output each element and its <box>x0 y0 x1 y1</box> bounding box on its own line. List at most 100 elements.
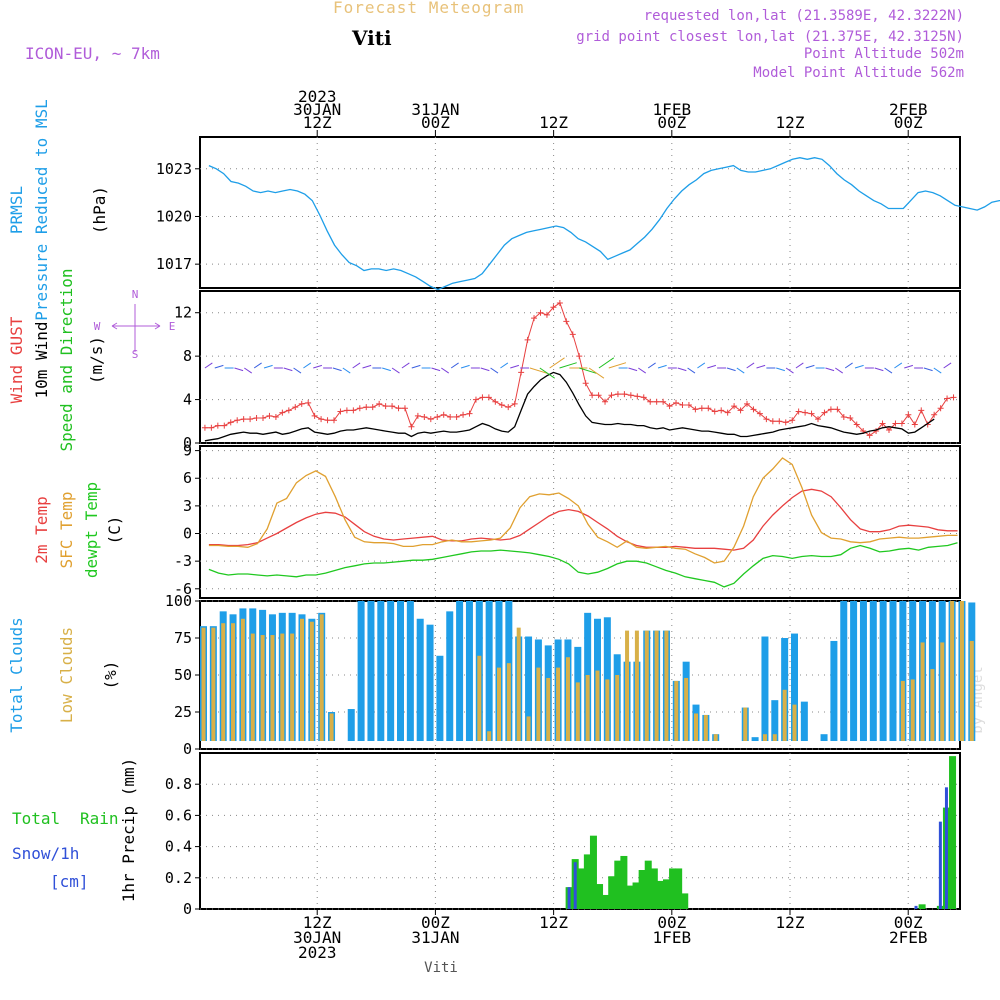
low-cloud-bar <box>792 704 797 741</box>
wind-direction-arrow <box>362 364 372 369</box>
rain-bar <box>644 860 652 909</box>
low-cloud-bar <box>556 667 561 741</box>
y-tick-label: 9 <box>183 442 192 460</box>
low-cloud-bar <box>940 642 945 741</box>
total-cloud-bar <box>347 709 355 741</box>
wind-direction-arrow <box>805 364 815 369</box>
gust-marker <box>363 404 370 411</box>
point-altitude: Point Altitude 502m <box>803 46 964 62</box>
low-cloud-bar <box>950 601 955 741</box>
low-cloud-bar <box>487 731 492 741</box>
rain-bar <box>662 879 670 909</box>
compass-south: S <box>132 348 139 361</box>
precip-cm-label: [cm] <box>50 872 89 891</box>
wind-direction-arrow <box>608 362 627 369</box>
gust-marker <box>537 309 544 316</box>
dewpt-line <box>208 542 958 588</box>
gust-marker <box>776 418 783 425</box>
y-tick-label: 1023 <box>156 160 192 178</box>
low-cloud-bar <box>497 667 501 741</box>
top-time-label: 00Z <box>421 113 450 132</box>
wind-direction-arrow <box>736 367 745 374</box>
wind-direction-arrow <box>431 367 441 372</box>
low-cloud-bar <box>575 682 580 741</box>
gust-marker <box>879 420 886 427</box>
low-cloud-bar <box>713 734 718 741</box>
y-tick-label: 1017 <box>156 255 192 273</box>
gust-marker <box>931 411 938 418</box>
low-cloud-bar <box>201 627 206 741</box>
gust-marker <box>705 405 712 412</box>
wind-direction-arrow <box>825 367 835 372</box>
gust-marker <box>685 402 692 408</box>
top-time-label: 1FEB <box>653 100 692 119</box>
gust-marker <box>614 391 621 398</box>
low-cloud-bar <box>694 713 698 741</box>
rain-bar <box>681 893 689 909</box>
wind-direction-arrow <box>401 362 410 369</box>
gust-marker <box>873 428 880 435</box>
bottom-time-label: 2FEB <box>889 928 928 947</box>
low-cloud-bar <box>743 707 748 741</box>
low-cloud-bar <box>654 630 659 741</box>
wind-side-label: (m/s) <box>87 336 106 384</box>
gust-marker <box>472 396 479 403</box>
y-tick-label: 0 <box>183 900 192 918</box>
low-cloud-bar <box>664 630 669 741</box>
total-cloud-bar <box>357 601 365 741</box>
wind-direction-arrow <box>943 362 952 369</box>
wind-direction-arrow <box>746 362 755 369</box>
rain-bar <box>656 880 664 909</box>
clouds-side-label: Total Clouds <box>7 617 26 733</box>
wind-direction-arrow <box>677 367 687 372</box>
total-cloud-bar <box>791 633 798 741</box>
rain-bar <box>632 882 640 909</box>
wind-direction-arrow <box>253 362 262 369</box>
rain-bar <box>596 884 604 909</box>
gust-marker <box>679 402 686 408</box>
low-cloud-bar <box>211 627 216 741</box>
wind-direction-arrow <box>204 362 213 369</box>
wind-direction-arrow <box>332 367 342 372</box>
gust-marker <box>731 403 738 410</box>
panel-frame-temp <box>199 445 961 599</box>
low-cloud-bar <box>329 713 334 741</box>
low-cloud-bar <box>644 630 649 741</box>
meteogram-title: Forecast Meteogram <box>333 0 525 17</box>
rain-bar <box>614 860 622 909</box>
total-cloud-bar <box>525 636 533 741</box>
gust-marker <box>563 318 570 325</box>
wind-direction-arrow <box>628 367 638 372</box>
total-cloud-bar <box>603 617 611 741</box>
bottom-time-label: 00Z <box>657 913 686 932</box>
y-tick-label: 50 <box>174 666 192 684</box>
gust-marker <box>847 415 854 422</box>
gust-marker <box>460 411 467 418</box>
pressure-line <box>208 157 1000 291</box>
wind-direction-arrow <box>490 367 499 374</box>
total-cloud-bar <box>446 611 454 741</box>
compass-east: E <box>169 320 176 333</box>
gust-marker <box>898 420 905 427</box>
gust-marker <box>408 423 415 430</box>
gust-marker <box>524 336 531 343</box>
wind-direction-arrow <box>450 362 459 369</box>
gust-marker <box>350 407 357 414</box>
low-cloud-bar <box>260 635 265 741</box>
gust-marker <box>356 405 363 412</box>
y-tick-label: 1020 <box>156 207 192 225</box>
total-cloud-bar <box>436 655 444 741</box>
wind-direction-arrow <box>884 367 893 374</box>
y-tick-label: 6 <box>183 469 192 487</box>
gust-marker <box>673 399 680 406</box>
top-time-label: 00Z <box>894 113 923 132</box>
low-cloud-bar <box>250 633 255 741</box>
gust-marker <box>582 380 589 387</box>
low-cloud-bar <box>674 680 679 741</box>
wind-direction-arrow <box>785 367 794 374</box>
wind-line <box>204 371 935 442</box>
bottom-time-label: 00Z <box>894 913 923 932</box>
total-cloud-bar <box>397 601 404 741</box>
clouds-side-label: (%) <box>101 661 120 690</box>
low-cloud-bar <box>595 670 600 741</box>
